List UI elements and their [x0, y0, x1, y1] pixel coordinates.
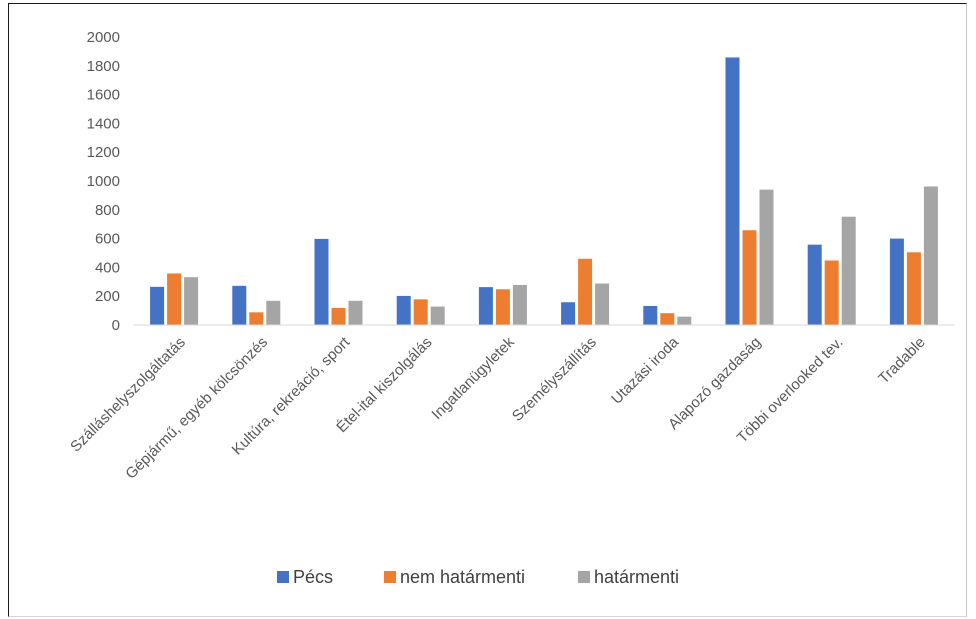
y-tick-label: 600 [95, 231, 120, 248]
bar [184, 277, 199, 325]
bar [266, 300, 281, 325]
bar [478, 287, 493, 325]
bar [725, 57, 740, 325]
y-tick-label: 1000 [87, 173, 120, 190]
y-tick-label: 800 [95, 202, 120, 219]
bar [396, 295, 411, 325]
bar [742, 230, 757, 325]
bar [561, 302, 576, 325]
bar [150, 286, 165, 325]
legend: Pécs nem határmenti határmenti [277, 567, 679, 587]
legend-swatch [277, 571, 289, 583]
legend-swatch [578, 571, 590, 583]
bars-group [150, 57, 938, 325]
y-tick-label: 1600 [87, 87, 120, 104]
bar [923, 186, 938, 325]
x-category-label: Utazási iroda [608, 333, 682, 407]
legend-label: határmenti [594, 567, 679, 587]
y-tick-label: 200 [95, 288, 120, 305]
y-axis-ticks: 0 200 400 600 800 1000 1200 1400 1600 1800 2000 [87, 29, 120, 334]
bar [807, 244, 822, 325]
bar [495, 289, 510, 325]
x-category-label: Gépjármű, egyéb kölcsönzés [122, 334, 271, 483]
bar [906, 252, 921, 325]
bar [249, 312, 264, 325]
bar [660, 313, 675, 325]
bar [889, 238, 904, 325]
bar [413, 299, 428, 325]
bar [512, 284, 527, 325]
bar [232, 285, 247, 325]
legend-swatch [384, 571, 396, 583]
bar [167, 273, 182, 325]
bar [595, 283, 610, 325]
y-tick-label: 2000 [87, 29, 120, 46]
y-tick-label: 1400 [87, 115, 120, 132]
legend-label: Pécs [293, 567, 333, 587]
bar [314, 238, 329, 325]
bar [348, 300, 363, 325]
bar [578, 258, 593, 325]
y-tick-label: 0 [112, 317, 120, 334]
bar [759, 189, 774, 325]
x-category-label: Személyszállítás [509, 334, 600, 425]
bar [841, 216, 856, 325]
y-tick-label: 1800 [87, 58, 120, 75]
bar [430, 306, 445, 325]
bar [331, 308, 346, 325]
bar [677, 316, 692, 325]
legend-label: nem határmenti [400, 567, 525, 587]
bar [824, 260, 839, 325]
x-category-label: Ingatlanügyletek [428, 333, 518, 423]
y-tick-label: 1200 [87, 144, 120, 161]
x-category-label: Tradable [875, 334, 928, 387]
bar [643, 305, 658, 325]
y-tick-label: 400 [95, 259, 120, 276]
